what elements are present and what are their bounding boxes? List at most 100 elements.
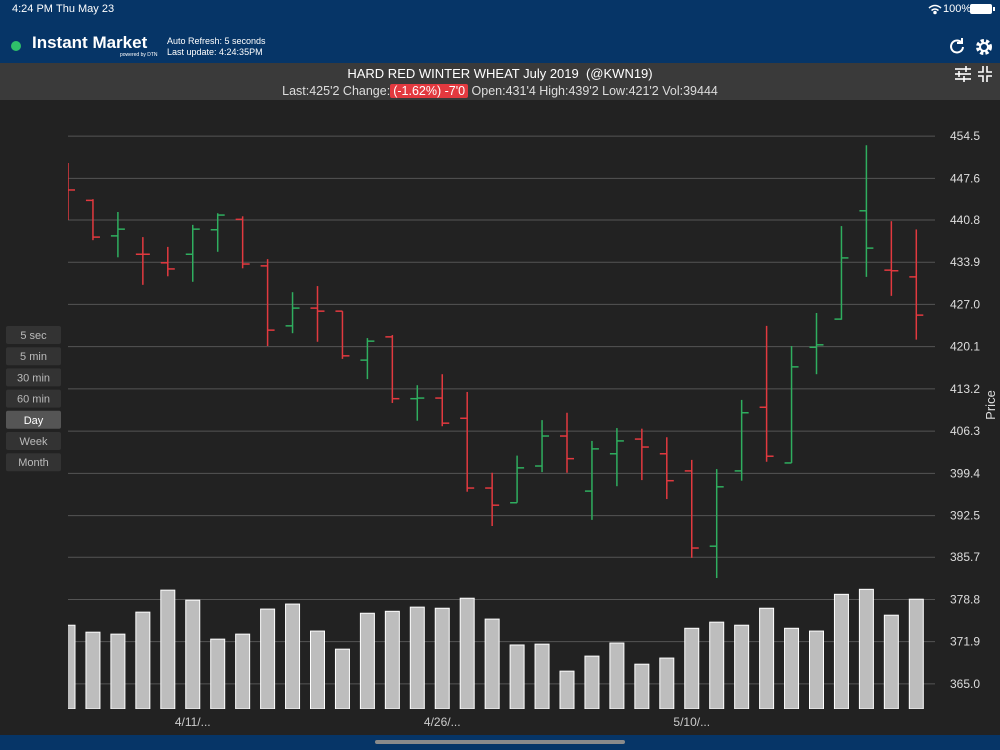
- volume-bar: [310, 630, 325, 709]
- volume-bar: [434, 607, 450, 709]
- status-date: Thu May 23: [56, 3, 115, 15]
- volume-bar: [908, 598, 924, 709]
- logo: Instant Market: [32, 33, 148, 52]
- interval-button[interactable]: 5 sec: [6, 326, 61, 344]
- y-tick-label: 385.7: [950, 550, 980, 564]
- interval-label: Month: [18, 457, 49, 469]
- volume-bar: [784, 627, 800, 709]
- y-tick-label: 440.8: [950, 213, 980, 227]
- stat-label: Low:: [602, 84, 629, 98]
- volume-bar: [409, 606, 425, 709]
- stat-value: 439'2: [568, 84, 599, 98]
- quote-title: HARD RED WINTER WHEAT July 2019 (@KWN19): [347, 66, 653, 81]
- volume-bar: [659, 657, 675, 709]
- volume-bar: [858, 588, 874, 709]
- volume-bar: [210, 638, 226, 709]
- y-tick-label: 413.2: [950, 382, 980, 396]
- y-tick-label: 406.3: [950, 424, 980, 438]
- y-tick-label: 454.5: [950, 129, 980, 143]
- interval-button-bg: [6, 389, 61, 408]
- top-bar: [0, 0, 1000, 63]
- interval-button[interactable]: Week: [6, 432, 61, 450]
- volume-bar: [634, 663, 650, 709]
- interval-button[interactable]: Day: [6, 410, 61, 429]
- interval-label: 30 min: [17, 372, 50, 384]
- volume-bar: [809, 630, 824, 709]
- interval-button-bg: [6, 453, 61, 472]
- interval-button[interactable]: 60 min: [6, 389, 61, 408]
- volume-bar: [260, 608, 276, 709]
- volume-bar: [359, 612, 375, 709]
- y-axis-label: Price: [983, 390, 998, 420]
- interval-button-bg: [6, 410, 61, 429]
- y-tick-label: 427.0: [950, 297, 980, 311]
- volume-bar: [334, 648, 350, 709]
- indicators-button[interactable]: [955, 66, 971, 82]
- interval-label: Day: [24, 415, 44, 427]
- volume-bar: [135, 611, 151, 709]
- interval-label: 5 sec: [20, 330, 47, 342]
- collapse-button[interactable]: [978, 66, 992, 82]
- y-tick-label: 392.5: [950, 509, 980, 523]
- interval-button[interactable]: Month: [6, 453, 61, 472]
- wifi-icon: [928, 4, 942, 15]
- stat-label: Vol:: [662, 84, 684, 98]
- volume-bar: [68, 624, 76, 709]
- y-tick-label: 365.0: [950, 677, 980, 691]
- stat-value: (-1.62%) -7'0: [390, 84, 469, 98]
- last-update: Last update: 4:24:35PM: [167, 47, 263, 57]
- refresh-button[interactable]: [950, 38, 964, 54]
- interval-label: 5 min: [20, 351, 47, 363]
- volume-bar: [584, 655, 600, 709]
- volume-bar: [160, 589, 176, 709]
- stat-label: Change:: [342, 84, 391, 98]
- quote-bar: [0, 63, 1000, 100]
- stat-value: 421'2: [628, 84, 659, 98]
- interval-button[interactable]: 30 min: [6, 368, 61, 387]
- y-tick-label: 378.8: [950, 592, 980, 606]
- stat-label: Last:: [282, 84, 310, 98]
- price-chart: 5 sec 5 min 30 min 60 min Day Week Month 454.5 4…: [6, 129, 998, 729]
- stat-label: Open:: [471, 84, 506, 98]
- volume-bar: [559, 670, 575, 709]
- volume-bar: [734, 624, 750, 709]
- y-tick-label: 399.4: [950, 466, 980, 480]
- x-tick-label: 5/10/...: [673, 715, 710, 729]
- interval-button-bg: [6, 326, 61, 344]
- battery-icon: [970, 4, 995, 14]
- volume-bar: [384, 610, 400, 709]
- volume-bar: [709, 621, 725, 709]
- quote-stats: Last:425'2 Change: (-1.62%) -7'0 Open:431…: [0, 84, 1000, 98]
- battery-level: 100%: [943, 3, 972, 15]
- x-tick-label: 4/26/...: [424, 715, 461, 729]
- interval-button[interactable]: 5 min: [6, 347, 61, 366]
- volume-bar: [235, 633, 251, 709]
- volume-bar: [833, 593, 849, 709]
- y-tick-label: 420.1: [950, 340, 980, 354]
- status-dot: [11, 41, 21, 51]
- stat-value: 425'2: [309, 84, 340, 98]
- volume-bar: [459, 597, 475, 709]
- volume-bar: [85, 631, 101, 709]
- volume-bar: [110, 633, 126, 709]
- y-tick-label: 447.6: [950, 171, 980, 185]
- interval-button-bg: [6, 432, 61, 450]
- x-tick-label: 4/11/...: [175, 715, 211, 729]
- powered-by: powered by DTN: [120, 52, 158, 58]
- volume-bar: [509, 644, 525, 709]
- volume-bar: [759, 607, 775, 709]
- stat-label: High:: [539, 84, 569, 98]
- plot-area: [68, 145, 924, 709]
- stat-value: 431'4: [505, 84, 536, 98]
- stat-value: 39444: [683, 84, 718, 98]
- home-indicator: [375, 740, 625, 744]
- volume-bar: [285, 603, 301, 709]
- volume-bar: [684, 627, 700, 709]
- auto-refresh: Auto Refresh: 5 seconds: [167, 36, 266, 46]
- interval-button-bg: [6, 347, 61, 366]
- y-tick-label: 433.9: [950, 255, 980, 269]
- settings-button[interactable]: [976, 39, 992, 55]
- volume-bar: [609, 642, 625, 709]
